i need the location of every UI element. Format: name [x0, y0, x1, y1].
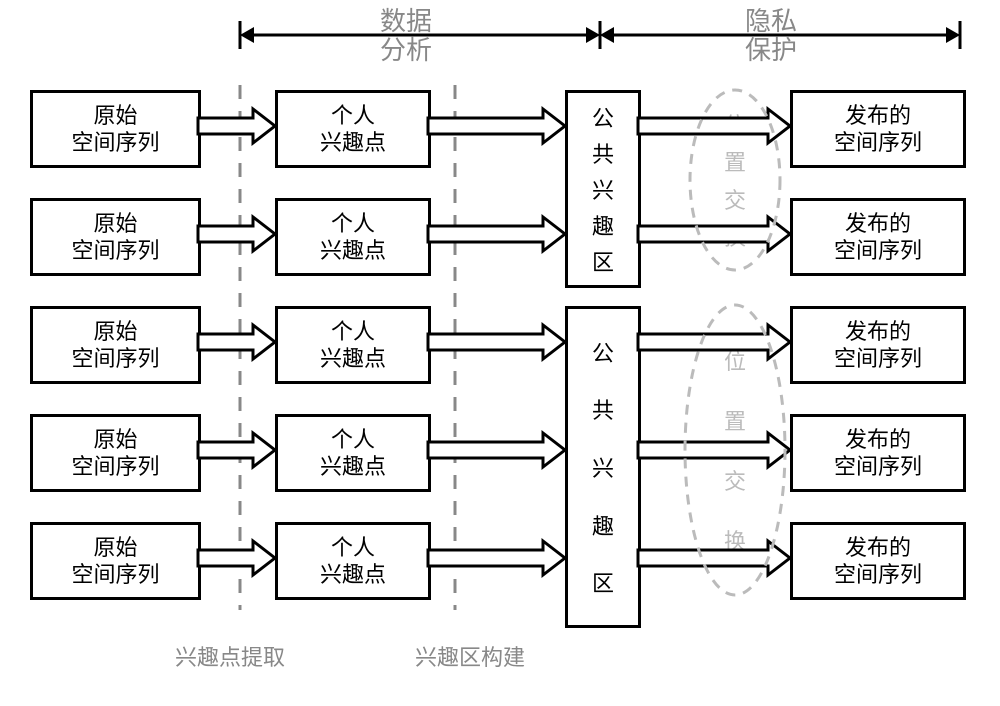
footer-poi-extract: 兴趣点提取: [175, 640, 285, 672]
col1-line2: 空间序列: [71, 453, 159, 481]
col3-char: 公: [592, 101, 614, 133]
col2-box-4: 个人 兴趣点: [275, 522, 431, 600]
ellipse2-label: 位 置 交 换: [720, 330, 750, 570]
col1-line1: 原始: [93, 102, 137, 130]
col2-line1: 个人: [331, 534, 375, 562]
col1-box-0: 原始 空间序列: [30, 90, 201, 168]
col2-line2: 兴趣点: [320, 129, 386, 157]
col2-box-2: 个人 兴趣点: [275, 306, 431, 384]
col1-box-3: 原始 空间序列: [30, 414, 201, 492]
col2-line2: 兴趣点: [320, 453, 386, 481]
col1-box-4: 原始 空间序列: [30, 522, 201, 600]
header-line1: 隐私: [745, 8, 797, 37]
col4-box-4: 发布的 空间序列: [790, 522, 966, 600]
col2-line1: 个人: [331, 318, 375, 346]
col1-line2: 空间序列: [71, 129, 159, 157]
col2-line1: 个人: [331, 426, 375, 454]
col3-char: 兴: [592, 173, 614, 205]
col4-line1: 发布的: [845, 210, 911, 238]
col4-box-1: 发布的 空间序列: [790, 198, 966, 276]
col1-line2: 空间序列: [71, 345, 159, 373]
col3-box-b: 公 共 兴 趣 区: [565, 306, 641, 628]
ellipse-char: 置: [724, 404, 746, 436]
col3-char: 共: [592, 137, 614, 169]
header-line1: 数据: [380, 8, 432, 37]
col4-line2: 空间序列: [834, 561, 922, 589]
col1-line1: 原始: [93, 534, 137, 562]
ellipse-char: 换: [724, 524, 746, 556]
col4-line1: 发布的: [845, 426, 911, 454]
col3-char: 区: [592, 245, 614, 277]
col3-char: 兴: [592, 451, 614, 483]
col3-char: 区: [592, 566, 614, 598]
col2-line2: 兴趣点: [320, 237, 386, 265]
col3-char: 公: [592, 336, 614, 368]
col2-line2: 兴趣点: [320, 561, 386, 589]
col3-char: 趣: [592, 509, 614, 541]
ellipse1-label: 位 置 交 换: [720, 105, 750, 255]
col1-box-1: 原始 空间序列: [30, 198, 201, 276]
col4-line2: 空间序列: [834, 129, 922, 157]
col2-line2: 兴趣点: [320, 345, 386, 373]
col3-char: 共: [592, 393, 614, 425]
col3-char: 趣: [592, 209, 614, 241]
col4-line2: 空间序列: [834, 453, 922, 481]
col2-line1: 个人: [331, 210, 375, 238]
col2-box-1: 个人 兴趣点: [275, 198, 431, 276]
header-data-analysis: 数据 分析: [380, 8, 432, 65]
col1-line1: 原始: [93, 426, 137, 454]
col4-box-3: 发布的 空间序列: [790, 414, 966, 492]
col4-box-0: 发布的 空间序列: [790, 90, 966, 168]
col2-box-3: 个人 兴趣点: [275, 414, 431, 492]
header-line2: 保护: [745, 37, 797, 66]
ellipse-char: 位: [724, 108, 746, 140]
col2-line1: 个人: [331, 102, 375, 130]
header-privacy: 隐私 保护: [745, 8, 797, 65]
ellipse-char: 位: [724, 344, 746, 376]
col4-box-2: 发布的 空间序列: [790, 306, 966, 384]
col4-line2: 空间序列: [834, 237, 922, 265]
col4-line2: 空间序列: [834, 345, 922, 373]
col1-line2: 空间序列: [71, 561, 159, 589]
col1-box-2: 原始 空间序列: [30, 306, 201, 384]
ellipse-char: 置: [724, 145, 746, 177]
ellipse-char: 交: [724, 464, 746, 496]
col4-line1: 发布的: [845, 102, 911, 130]
col4-line1: 发布的: [845, 318, 911, 346]
footer-zone-build: 兴趣区构建: [415, 640, 525, 672]
header-line2: 分析: [380, 37, 432, 66]
col1-line1: 原始: [93, 210, 137, 238]
diagram-canvas: 数据 分析 隐私 保护 原始 空间序列 原始 空间序列 原始 空间序列 原始 空…: [0, 0, 1000, 706]
col2-box-0: 个人 兴趣点: [275, 90, 431, 168]
ellipse-char: 交: [724, 183, 746, 215]
col1-line1: 原始: [93, 318, 137, 346]
ellipse-char: 换: [724, 220, 746, 252]
col3-box-a: 公 共 兴 趣 区: [565, 90, 641, 288]
col1-line2: 空间序列: [71, 237, 159, 265]
col4-line1: 发布的: [845, 534, 911, 562]
